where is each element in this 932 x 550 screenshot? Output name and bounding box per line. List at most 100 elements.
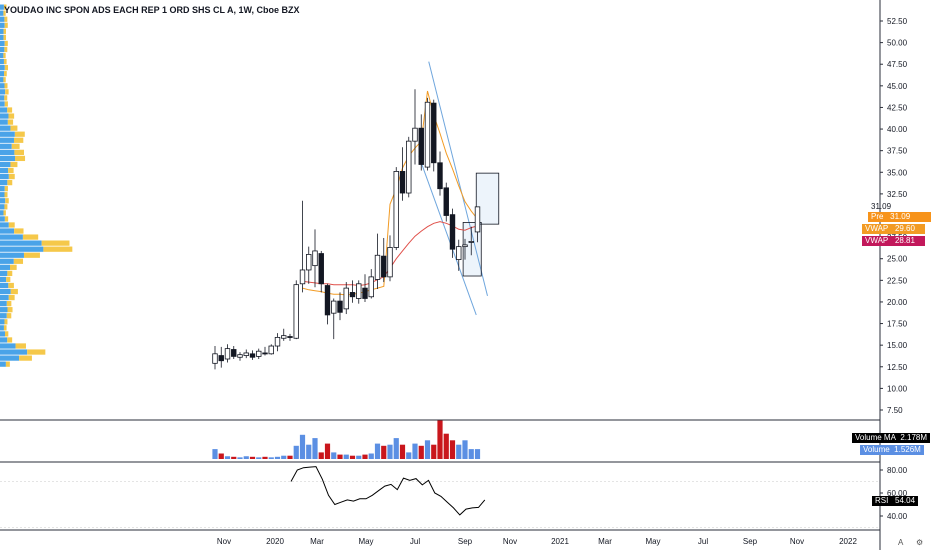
candle-body — [212, 353, 218, 364]
vwap2-label: VWAP — [865, 236, 889, 245]
volume-profile-bar — [8, 113, 15, 119]
volume-profile-bar — [0, 319, 5, 325]
volume-bar — [231, 456, 237, 459]
volume-profile-bar — [4, 204, 8, 210]
price-tick-label: 42.50 — [887, 103, 908, 112]
volume-profile-bar — [0, 179, 8, 186]
volume-profile-bar — [41, 240, 70, 246]
candle-body — [262, 352, 268, 355]
volume-profile-bar — [0, 234, 23, 240]
price-tick-label: 7.50 — [887, 406, 903, 415]
price-tick-label: 32.50 — [887, 190, 908, 199]
volume-profile-bar — [0, 10, 4, 16]
price-tick-label: 40.00 — [887, 125, 908, 134]
volume-profile-bar — [15, 155, 26, 162]
rsi-value: 54.04 — [895, 496, 916, 505]
volume-profile-bar — [0, 52, 4, 59]
time-axis-label: Mar — [310, 537, 324, 546]
volume-profile-bar — [0, 355, 20, 361]
vwap2-tag[interactable]: VWAP 28.81 — [862, 236, 925, 246]
rsi-tag[interactable]: RSI 54.04 — [872, 496, 919, 506]
volume-bar — [474, 449, 481, 459]
volume-profile-bar — [9, 264, 17, 270]
volume-profile-bar — [0, 192, 5, 198]
time-axis: Nov 2020 Mar May Jul Sep Nov 2021 Mar May Jul Sep No… — [217, 537, 858, 546]
volume-profile-bar — [8, 167, 14, 174]
volume-ma-value: 2.178M — [900, 433, 928, 442]
auto-scale-button[interactable]: A — [898, 538, 904, 547]
volume-profile-bar — [14, 149, 24, 155]
price-panel — [212, 61, 500, 370]
volume-profile-bar — [5, 89, 9, 95]
volume-profile-bar — [0, 155, 16, 162]
volume-profile-bar — [7, 107, 13, 113]
volume-profile-bar — [4, 40, 8, 47]
price-tick-label: 47.50 — [887, 60, 908, 69]
volume-profile-bar — [0, 228, 15, 234]
time-axis-label: Sep — [458, 537, 473, 546]
volume-bar — [443, 433, 449, 459]
volume-profile-bar — [0, 216, 5, 222]
candle-body — [299, 269, 306, 285]
volume-profile-bar — [0, 167, 9, 174]
volume-profile-bar — [6, 276, 11, 283]
time-axis-label: Nov — [217, 537, 231, 546]
volume-value: 1.526M — [894, 445, 921, 454]
volume-bar — [268, 457, 274, 459]
price-tick-label: 20.00 — [887, 298, 908, 307]
volume-bar — [449, 440, 456, 459]
price-grid — [0, 0, 881, 550]
volume-profile-bar — [0, 264, 10, 270]
candle-body — [256, 350, 262, 357]
pre-label: Pre — [871, 212, 884, 221]
price-tick-label: 10.00 — [887, 384, 908, 393]
volume-profile-bar — [3, 34, 7, 41]
volume-profile-bar — [0, 22, 5, 28]
price-tick-label: 37.50 — [887, 147, 908, 156]
volume-tag[interactable]: Volume 1.526M — [860, 445, 924, 455]
volume-profile-bar — [0, 149, 15, 155]
volume-profile-bar — [7, 307, 13, 313]
candle-body — [399, 171, 406, 194]
candle-body — [424, 101, 431, 168]
candle-body — [243, 352, 249, 356]
candle-body — [324, 285, 331, 316]
short-vwap-line — [302, 90, 478, 296]
volume-profile-bar — [7, 119, 14, 125]
candle-body — [293, 284, 299, 339]
vwap2-value: 28.81 — [894, 236, 915, 245]
volume-profile-bar — [10, 161, 18, 168]
candle-body — [381, 255, 387, 278]
volume-ma-tag[interactable]: Volume MA 2.178M — [852, 433, 931, 443]
time-axis-label: Jul — [698, 537, 708, 546]
candle-body — [237, 354, 243, 358]
candle-body — [356, 283, 362, 299]
volume-profile-bar — [0, 294, 9, 301]
price-tick-label: 12.50 — [887, 363, 908, 372]
range-box — [462, 222, 482, 277]
price-tick-label: 35.00 — [887, 168, 908, 177]
volume-bar — [393, 438, 399, 459]
price-tick-label: 45.00 — [887, 82, 908, 91]
volume-bar — [237, 457, 243, 459]
candle-body — [287, 336, 293, 338]
time-axis-label: Nov — [790, 537, 804, 546]
volume-profile-bar — [0, 71, 5, 77]
volume-profile-bar — [4, 331, 9, 337]
rsi-tick-label: 80.00 — [887, 466, 908, 475]
volume-profile-bar — [3, 52, 6, 59]
volume-profile-bar — [0, 34, 4, 41]
price-tick-label: 15.00 — [887, 341, 908, 350]
vwap-tag[interactable]: VWAP 29.60 — [862, 224, 925, 234]
pre-tag[interactable]: Pre 31.09 — [868, 212, 931, 222]
volume-profile-bar — [0, 325, 4, 331]
volume-profile-bar — [0, 246, 44, 252]
volume-panel — [212, 420, 481, 459]
volume-profile-bar — [8, 222, 15, 228]
volume-profile-bar — [0, 107, 8, 113]
candle-body — [312, 250, 318, 267]
volume-profile-bar — [0, 210, 4, 216]
volume-profile-bar — [0, 349, 28, 355]
settings-gear-icon[interactable]: ⚙ — [916, 538, 924, 547]
